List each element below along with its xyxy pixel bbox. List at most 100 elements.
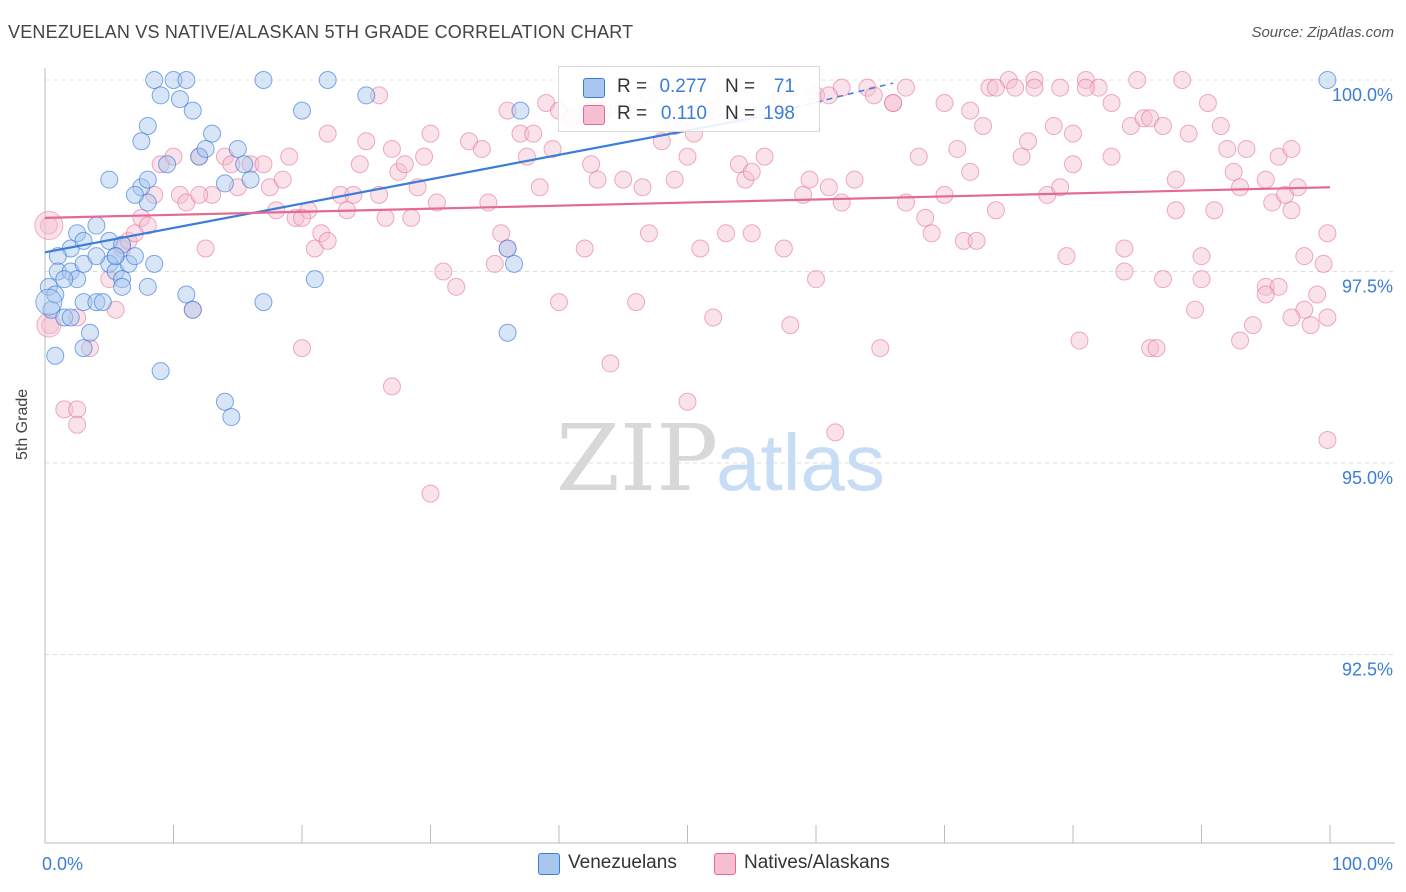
native-point-large — [34, 211, 64, 241]
native-point — [376, 208, 395, 227]
venezuelan-point — [87, 247, 106, 266]
native-point — [254, 155, 273, 174]
venezuelan-point — [87, 216, 106, 235]
native-point — [543, 139, 562, 158]
natives-points — [34, 71, 1337, 503]
venezuelan-point — [222, 408, 241, 427]
native-point — [434, 262, 453, 281]
native-point — [1198, 93, 1217, 112]
venezuelan-point — [132, 178, 151, 197]
native-point — [1256, 170, 1275, 189]
y-tick-label: 95.0% — [1342, 468, 1393, 488]
native-point — [800, 170, 819, 189]
venezuelan-point — [177, 285, 196, 304]
native-point — [382, 139, 401, 158]
native-point — [781, 316, 800, 335]
native-point — [421, 484, 440, 503]
legend-row-venezuelans: R = 0.277 N = 71 — [559, 74, 819, 102]
native-point — [1318, 224, 1337, 243]
native-point — [472, 139, 491, 158]
native-point — [280, 147, 299, 166]
native-point — [1115, 262, 1134, 281]
venezuelan-point — [164, 71, 183, 89]
native-point — [80, 339, 99, 358]
native-point — [312, 224, 331, 243]
native-point — [678, 392, 697, 411]
venezuelan-point — [318, 71, 337, 89]
venezuelan-point — [46, 285, 65, 304]
native-point — [864, 86, 883, 105]
venezuelan-point — [254, 293, 273, 312]
venezuelan-point — [145, 71, 164, 89]
native-point — [986, 201, 1005, 220]
native-point — [742, 224, 761, 243]
venezuelan-point — [106, 247, 125, 266]
native-point — [1115, 239, 1134, 258]
venezuelan-point — [151, 86, 170, 105]
native-point — [1076, 78, 1095, 97]
venezuelan-point — [74, 293, 93, 312]
x-tick-label: 0.0% — [42, 854, 83, 874]
y-tick-label: 100.0% — [1332, 85, 1393, 105]
native-point — [1147, 339, 1166, 358]
venezuelan-point — [498, 239, 517, 258]
native-point — [203, 185, 222, 204]
venezuelan-point — [55, 308, 74, 327]
legend-r-label: R = — [617, 76, 648, 97]
native-point — [922, 224, 941, 243]
venezuelan-point — [177, 71, 196, 89]
native-point — [530, 178, 549, 197]
venezuelan-point — [158, 155, 177, 174]
venezuelans-trend-line — [44, 117, 752, 254]
venezuelan-point — [145, 254, 164, 273]
native-point — [961, 101, 980, 120]
native-point — [492, 224, 511, 243]
bottom-legend-label: Venezuelans — [568, 852, 677, 873]
native-point — [896, 78, 915, 97]
venezuelan-point — [505, 254, 524, 273]
venezuelan-point — [190, 147, 209, 166]
native-point — [318, 124, 337, 143]
source-label: Source: ZipAtlas.com — [1251, 24, 1394, 41]
native-point — [1243, 316, 1262, 335]
native-point — [1318, 431, 1337, 450]
native-point — [293, 339, 311, 358]
native-point — [1218, 139, 1237, 158]
legend-n-label: N = — [725, 76, 756, 97]
x-tick-label: 100.0% — [1332, 854, 1393, 874]
native-point — [395, 155, 414, 174]
venezuelan-point — [125, 185, 144, 204]
venezuelan-point — [241, 170, 260, 189]
venezuelan-point — [48, 247, 67, 266]
native-point — [1205, 201, 1224, 220]
native-point — [967, 231, 986, 250]
watermark: ZIP atlas — [556, 405, 885, 512]
native-point — [1025, 71, 1044, 89]
venezuelan-point — [138, 170, 157, 189]
native-point — [1173, 71, 1192, 89]
native-point — [704, 308, 723, 327]
native-point — [845, 170, 864, 189]
native-point — [1192, 270, 1211, 289]
x-tick-labels: 0.0% 100.0% — [42, 854, 1393, 874]
native-point — [1211, 116, 1230, 135]
native-point — [755, 147, 774, 166]
natives-trend-line — [44, 186, 1331, 219]
native-point — [1044, 116, 1063, 135]
native-point — [402, 208, 421, 227]
native-point — [948, 139, 967, 158]
native-point — [832, 193, 851, 212]
native-point — [1012, 147, 1031, 166]
bottom-legend-swatch-pink — [714, 853, 736, 875]
native-point — [1051, 178, 1070, 197]
native-point — [916, 208, 935, 227]
native-point — [447, 277, 466, 296]
legend-n-label: N = — [725, 103, 756, 124]
y-tick-label: 92.5% — [1342, 660, 1393, 680]
native-point — [1051, 78, 1070, 97]
venezuelan-point — [511, 101, 530, 120]
bottom-legend-label: Natives/Alaskans — [744, 852, 890, 873]
native-point — [1237, 139, 1256, 158]
venezuelan-point — [55, 270, 74, 289]
native-point — [1025, 78, 1044, 97]
